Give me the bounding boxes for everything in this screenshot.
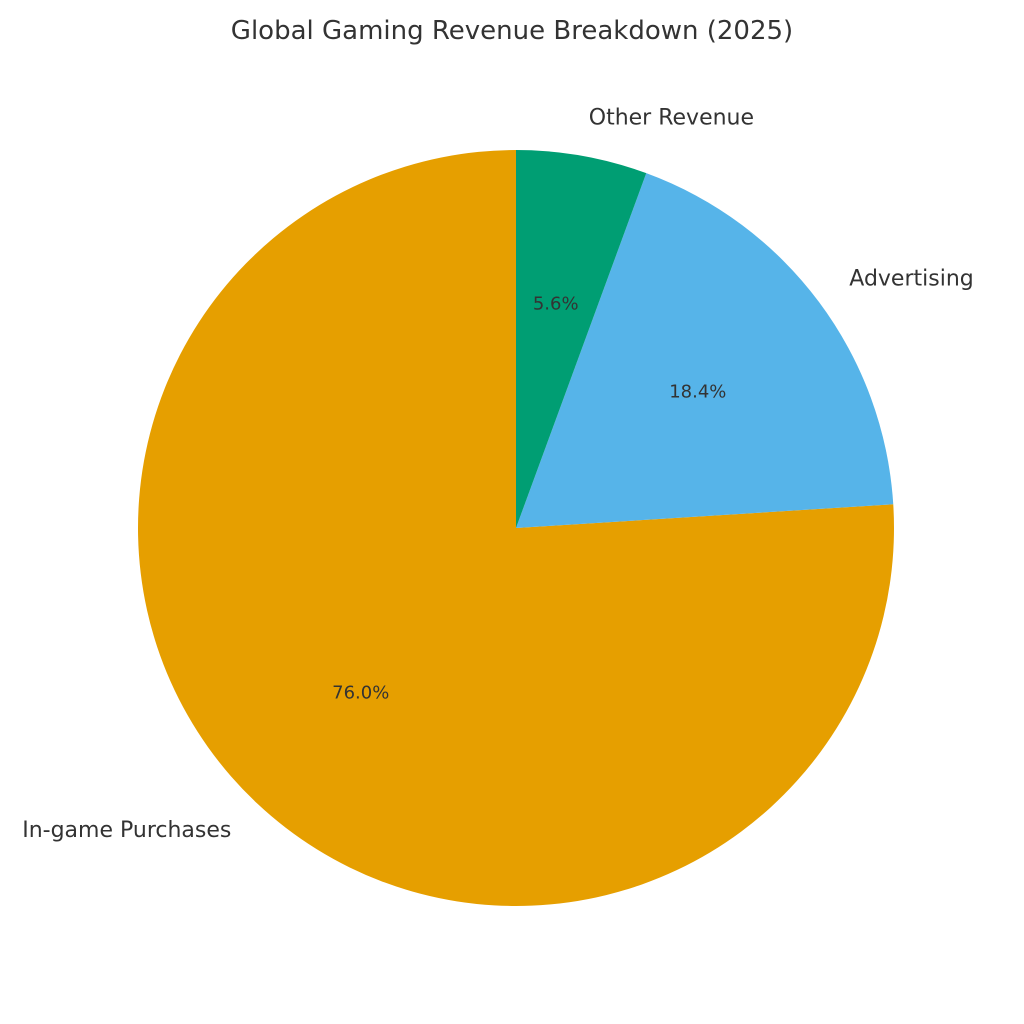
pie-slice-advertising xyxy=(516,173,894,528)
category-label-in-game-purchases: In-game Purchases xyxy=(22,818,231,843)
percentage-labels: 76.0% 18.4% 5.6% xyxy=(332,294,726,704)
pct-label-in-game-purchases: 76.0% xyxy=(332,682,389,703)
pie-slices xyxy=(137,150,894,906)
category-label-other-revenue: Other Revenue xyxy=(589,106,754,131)
category-label-advertising: Advertising xyxy=(849,266,973,291)
chart-title: Global Gaming Revenue Breakdown (2025) xyxy=(230,16,794,46)
category-labels: In-game Purchases Advertising Other Revenu… xyxy=(22,106,974,843)
pie-slice-other-revenue xyxy=(516,150,647,528)
pct-label-other-revenue: 5.6% xyxy=(533,294,579,315)
pct-label-advertising: 18.4% xyxy=(669,381,726,402)
